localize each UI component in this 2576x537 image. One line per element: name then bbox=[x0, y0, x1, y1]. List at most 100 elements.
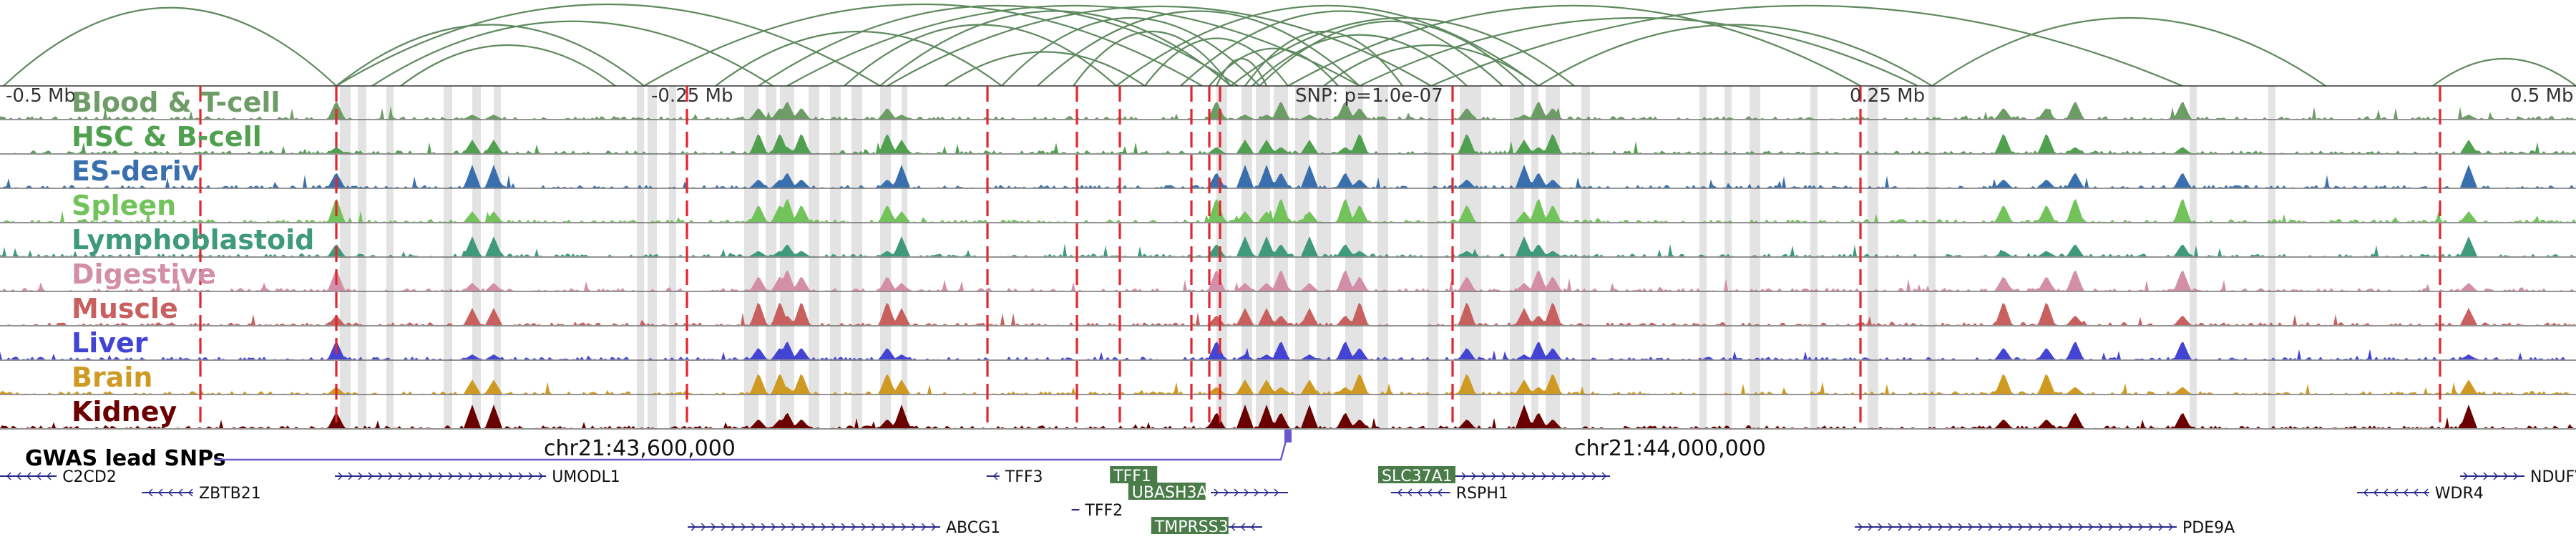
gene-strand-arrow bbox=[771, 523, 776, 531]
gene-strand-arrow bbox=[1928, 523, 1933, 531]
gene-label: WDR4 bbox=[2435, 485, 2484, 503]
gene-strand-arrow bbox=[2038, 523, 2044, 531]
gene-strand-arrow bbox=[2118, 523, 2124, 531]
highlight-band bbox=[830, 86, 841, 430]
highlight-band bbox=[2190, 86, 2197, 430]
interaction-arc bbox=[336, 24, 645, 87]
gene-strand-arrow bbox=[2393, 488, 2399, 497]
gene-strand-arrow bbox=[177, 488, 183, 497]
gene-strand-arrow bbox=[438, 472, 444, 480]
gene-label: PDE9A bbox=[2182, 519, 2235, 537]
gene-strand-arrow bbox=[1561, 472, 1567, 480]
gene-strand-arrow bbox=[2513, 472, 2519, 480]
gene-label: C2CD2 bbox=[62, 468, 117, 486]
gene-strand-arrow bbox=[2463, 472, 2469, 480]
highlight-band bbox=[637, 86, 644, 430]
gene-strand-arrow bbox=[1491, 472, 1497, 480]
gwas-track: GWAS lead SNPs chr21:43,600,000 chr21:44… bbox=[25, 430, 1766, 471]
interaction-arc bbox=[786, 4, 1360, 87]
gene-strand-arrow bbox=[187, 488, 193, 497]
gene-strand-arrow bbox=[2108, 523, 2114, 531]
snp-pvalue-label: SNP: p=1.0e-07 bbox=[1295, 85, 1443, 107]
gene-strand-arrow bbox=[36, 472, 42, 480]
highlight-band bbox=[1216, 86, 1227, 430]
interaction-arc bbox=[1209, 47, 1339, 87]
gene-strand-arrow bbox=[711, 523, 716, 531]
gene-label: NDUFV3 bbox=[2530, 468, 2576, 486]
gene-strand-arrow bbox=[1471, 472, 1477, 480]
gene-strand-arrow bbox=[841, 523, 847, 531]
gene-strand-arrow bbox=[508, 472, 514, 480]
interaction-arc bbox=[1037, 10, 1360, 87]
interaction-arc bbox=[1216, 57, 1267, 87]
gene-strand-arrow bbox=[2018, 523, 2024, 531]
gene-strand-arrow bbox=[1407, 488, 1413, 497]
gene-strand-arrow bbox=[1541, 472, 1547, 480]
gene-label: SLC37A1 bbox=[1382, 468, 1453, 485]
highlight-band bbox=[902, 86, 907, 430]
signal-tracks bbox=[0, 85, 2576, 430]
axis-tick-label: -0.25 Mb bbox=[651, 85, 733, 107]
highlight-band bbox=[1928, 86, 1936, 430]
gene-strand-arrow bbox=[811, 523, 816, 531]
gene-strand-arrow bbox=[1908, 523, 1913, 531]
gene-strand-arrow bbox=[1511, 472, 1517, 480]
highlight-band bbox=[494, 86, 501, 430]
highlight-band bbox=[766, 86, 776, 430]
highlight-bands bbox=[340, 86, 2275, 430]
gene-strand-arrow bbox=[1591, 472, 1597, 480]
gene-strand-arrow bbox=[1230, 523, 1236, 531]
interaction-arcs bbox=[3, 3, 2576, 87]
gene-label-box bbox=[1110, 466, 1158, 483]
interaction-arc bbox=[2432, 57, 2576, 87]
highlight-band bbox=[780, 86, 794, 430]
gene-strand-arrow bbox=[1948, 523, 1953, 531]
gene-strand-arrow bbox=[528, 472, 534, 480]
gene-strand-arrow bbox=[2158, 523, 2164, 531]
gene-strand-arrow bbox=[2403, 488, 2409, 497]
gene-strand-arrow bbox=[721, 523, 726, 531]
gene-strand-arrow bbox=[147, 488, 153, 497]
track-label: ES-deriv bbox=[72, 155, 200, 187]
gene-strand-arrow bbox=[781, 523, 786, 531]
gene-label: UMODL1 bbox=[552, 468, 620, 486]
gene-strand-arrow bbox=[751, 523, 756, 531]
interaction-arc bbox=[1252, 34, 1468, 87]
interaction-arc bbox=[844, 24, 1117, 87]
gene-strand-arrow bbox=[408, 472, 414, 480]
highlight-band bbox=[2268, 86, 2275, 430]
highlight-band bbox=[472, 86, 481, 430]
gene-strand-arrow bbox=[1274, 488, 1279, 497]
gene-strand-arrow bbox=[16, 472, 21, 480]
highlight-band bbox=[1581, 86, 1590, 430]
gene-label: RSPH1 bbox=[1456, 485, 1508, 503]
gene-strand-arrow bbox=[1898, 523, 1903, 531]
gene-strand-arrow bbox=[2413, 488, 2419, 497]
interaction-arc bbox=[3, 6, 337, 87]
gene-strand-arrow bbox=[931, 523, 937, 531]
gwas-snp-marker bbox=[1284, 430, 1292, 442]
gene-strand-arrow bbox=[428, 472, 434, 480]
axis-tick-label: 0.5 Mb bbox=[2510, 85, 2574, 107]
gene-strand-arrow bbox=[741, 523, 746, 531]
gene-strand-arrow bbox=[921, 523, 927, 531]
gene-strand-arrow bbox=[418, 472, 424, 480]
gene-label-box bbox=[1151, 517, 1229, 534]
gene-strand-arrow bbox=[791, 523, 796, 531]
highlight-band bbox=[444, 86, 452, 430]
gene-strand-arrow bbox=[2168, 523, 2174, 531]
gene-strand-arrow bbox=[46, 472, 52, 480]
interaction-arc bbox=[371, 20, 774, 87]
interaction-arc bbox=[1430, 4, 2183, 87]
gene-strand-arrow bbox=[338, 472, 343, 480]
gene-strand-arrow bbox=[1224, 488, 1229, 497]
interaction-arc bbox=[1001, 16, 1260, 87]
gene-strand-arrow bbox=[731, 523, 736, 531]
interaction-arc bbox=[1116, 4, 1539, 87]
gene-strand-arrow bbox=[891, 523, 897, 531]
gene-strand-arrow bbox=[691, 523, 696, 531]
gene-strand-arrow bbox=[831, 523, 836, 531]
track-label: Brain bbox=[72, 362, 152, 393]
chr-position-label: chr21:43,600,000 bbox=[544, 436, 736, 461]
